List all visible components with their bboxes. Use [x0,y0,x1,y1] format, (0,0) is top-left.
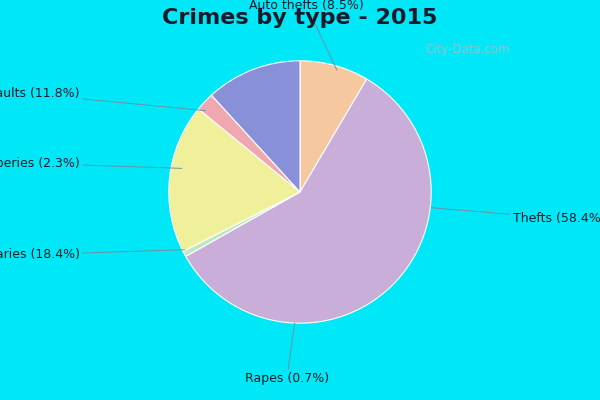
Wedge shape [169,109,300,251]
Text: Auto thefts (8.5%): Auto thefts (8.5%) [249,0,364,70]
Text: Thefts (58.4%): Thefts (58.4%) [431,208,600,225]
Wedge shape [300,61,367,192]
Text: Rapes (0.7%): Rapes (0.7%) [245,323,329,385]
Wedge shape [199,95,300,192]
Text: Robberies (2.3%): Robberies (2.3%) [0,157,182,170]
Text: City-Data.com: City-Data.com [425,44,511,56]
Text: Burglaries (18.4%): Burglaries (18.4%) [0,248,185,262]
Wedge shape [183,192,300,256]
Wedge shape [211,61,300,192]
Text: Crimes by type - 2015: Crimes by type - 2015 [163,8,437,28]
Text: Assaults (11.8%): Assaults (11.8%) [0,87,206,111]
Wedge shape [185,79,431,323]
